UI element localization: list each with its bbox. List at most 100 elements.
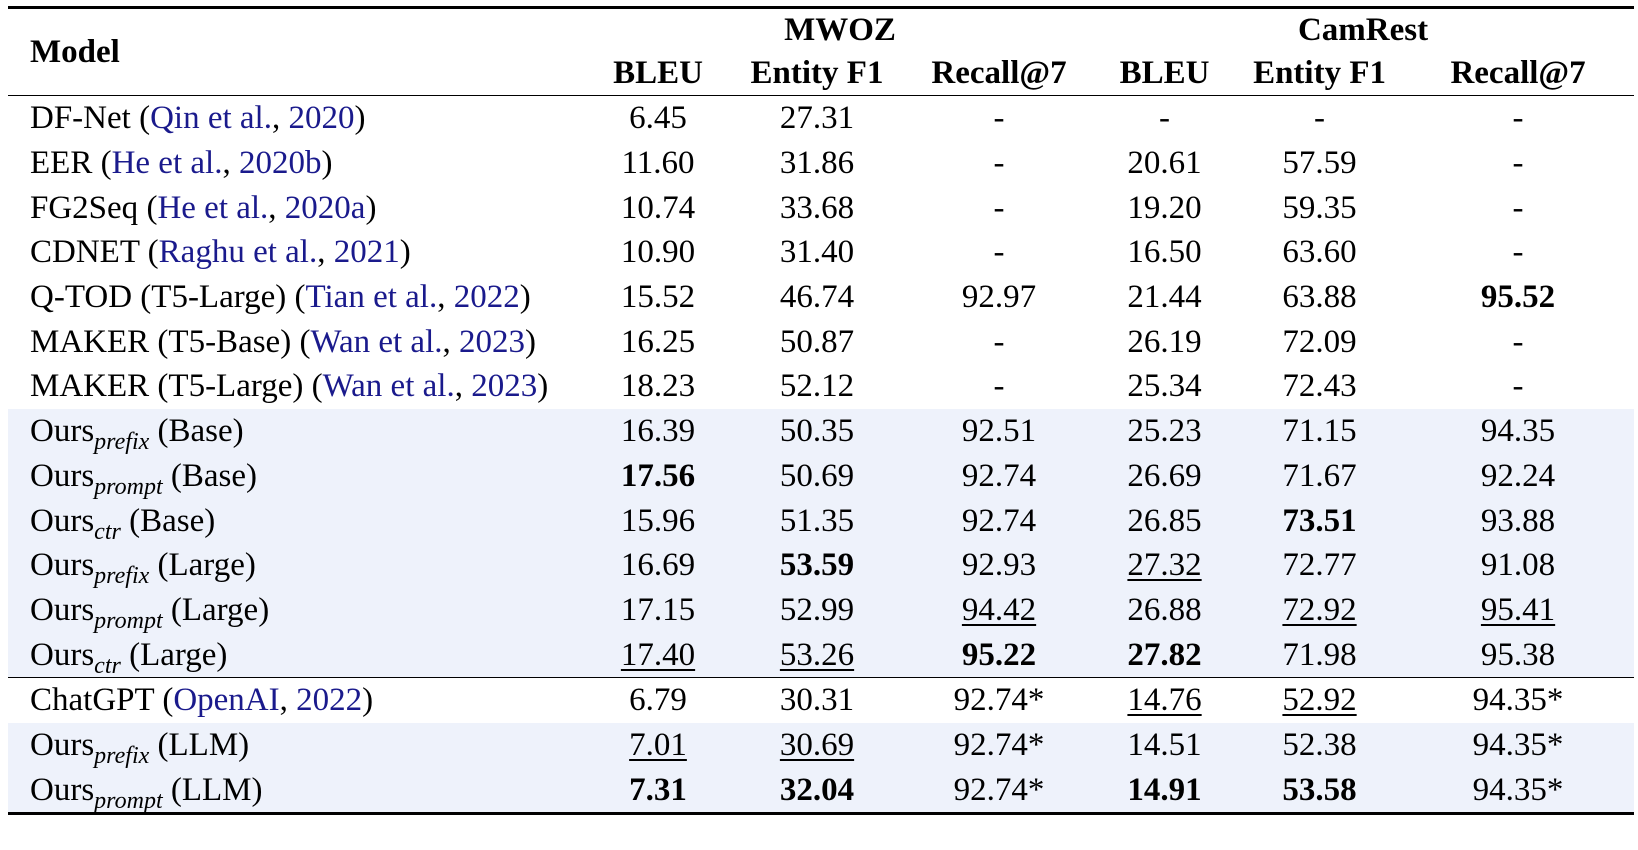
metric-value: 72.92 bbox=[1282, 591, 1357, 628]
citation-sep: , bbox=[271, 100, 289, 137]
metric-value: 52.12 bbox=[779, 368, 855, 405]
metric-cell: 16.39 bbox=[588, 408, 728, 454]
metric-cell: 16.50 bbox=[1092, 230, 1237, 275]
model-name-cell: MAKER (T5-Base) (Wan et al., 2023) bbox=[8, 319, 588, 364]
metric-value: - bbox=[1512, 189, 1524, 226]
metric-cell: - bbox=[1402, 141, 1634, 186]
metric-cell: 94.35 bbox=[1402, 408, 1635, 454]
model-variant-subscript: ctr bbox=[94, 652, 121, 679]
metric-value: - bbox=[1512, 234, 1524, 271]
model-name-cell: Oursctr (Base) bbox=[8, 498, 588, 544]
group-label-camrest: CamRest bbox=[1297, 12, 1429, 48]
metric-value: 92.74* bbox=[953, 682, 1045, 719]
metric-value: 10.90 bbox=[620, 234, 696, 271]
metric-value: 63.88 bbox=[1282, 279, 1357, 316]
metric-cell: 21.44 bbox=[1092, 275, 1237, 320]
metric-cell: - bbox=[906, 141, 1092, 186]
citation-sep: , bbox=[317, 234, 334, 271]
metric-cell: 92.51 bbox=[906, 408, 1093, 454]
metric-cell: 52.99 bbox=[728, 587, 906, 633]
model-name: MAKER (T5-Large) bbox=[30, 368, 304, 405]
model-variant-subscript: prompt bbox=[94, 473, 163, 500]
metric-cell: 57.59 bbox=[1237, 141, 1402, 186]
metric-cell: 7.01 bbox=[588, 722, 728, 768]
metric-cell: 27.32 bbox=[1092, 542, 1238, 588]
metric-value: 92.74* bbox=[953, 726, 1045, 763]
model-name-cell: CDNET (Raghu et al., 2021) bbox=[8, 230, 588, 275]
metric-value: - bbox=[1512, 323, 1524, 360]
metric-cell: 6.79 bbox=[588, 676, 728, 723]
metric-cell: 50.87 bbox=[728, 319, 906, 364]
metric-cell: 26.88 bbox=[1092, 587, 1238, 633]
model-size-label: (Base) bbox=[162, 457, 258, 494]
model-name: Ours bbox=[30, 547, 95, 584]
metric-cell: 32.04 bbox=[728, 767, 906, 816]
group-label-mwoz: MWOZ bbox=[784, 12, 896, 48]
metric-value: 92.51 bbox=[961, 413, 1037, 450]
citation-author: OpenAI bbox=[173, 682, 280, 719]
citation-author: He et al. bbox=[111, 145, 223, 182]
citation-close: ) bbox=[525, 323, 536, 360]
metric-cell: 95.41 bbox=[1402, 587, 1635, 633]
citation-year: 2020b bbox=[238, 145, 322, 182]
metric-cell: - bbox=[1402, 230, 1634, 275]
metric-cell: 53.58 bbox=[1237, 767, 1403, 816]
model-size-label: (Base) bbox=[120, 502, 216, 539]
metric-value: 19.20 bbox=[1127, 189, 1202, 226]
metric-cell: 52.92 bbox=[1237, 676, 1403, 723]
col-header-camrest-entity-f1: Entity F1 bbox=[1253, 55, 1386, 91]
metric-value: 14.51 bbox=[1127, 726, 1202, 763]
metric-cell: 18.23 bbox=[588, 364, 728, 409]
citation-sep: , bbox=[222, 145, 239, 182]
metric-cell: 71.15 bbox=[1237, 408, 1403, 454]
metric-value: 7.31 bbox=[629, 771, 687, 808]
metric-value: 50.69 bbox=[779, 457, 855, 494]
metric-value: 17.15 bbox=[620, 591, 696, 628]
model-size-label: (Base) bbox=[149, 413, 244, 450]
metric-value: 15.52 bbox=[620, 279, 696, 316]
model-name-cell: Oursctr (Large) bbox=[8, 632, 588, 679]
citation-sep: , bbox=[442, 323, 459, 360]
model-name: Ours bbox=[30, 457, 95, 494]
metric-value: 71.15 bbox=[1282, 413, 1357, 450]
metric-value: 94.42 bbox=[961, 591, 1037, 628]
metric-value: 92.93 bbox=[961, 547, 1037, 584]
metric-value: 52.99 bbox=[779, 591, 855, 628]
table-row: ChatGPT (OpenAI, 2022) 6.79 30.31 92.74* 14.… bbox=[8, 676, 1635, 723]
citation-sep: , bbox=[454, 368, 472, 405]
col-header-mwoz-recall7: Recall@7 bbox=[931, 55, 1067, 91]
results-table: Model MWOZ CamRest BLEU Entity F1 Recall… bbox=[8, 6, 1635, 816]
metric-cell: 72.92 bbox=[1237, 587, 1403, 633]
metric-value: 6.45 bbox=[629, 100, 687, 137]
metric-cell: - bbox=[1237, 94, 1403, 141]
metric-cell: 94.35* bbox=[1402, 722, 1635, 768]
metric-cell: 27.82 bbox=[1092, 632, 1238, 678]
metric-value: 94.35 bbox=[1480, 413, 1556, 450]
citation-sep: , bbox=[279, 682, 297, 719]
metric-value: 50.87 bbox=[779, 323, 855, 360]
model-variant-subscript: prefix bbox=[94, 742, 150, 769]
metric-value: 50.35 bbox=[779, 413, 855, 450]
header-row-groups: Model MWOZ CamRest bbox=[8, 6, 1635, 96]
model-name-cell: Oursprefix (LLM) bbox=[8, 722, 588, 769]
citation-close: ) bbox=[354, 100, 366, 137]
citation-author: Tian et al. bbox=[305, 279, 438, 316]
citation-close: ) bbox=[321, 145, 333, 182]
metric-cell: 94.35* bbox=[1402, 676, 1635, 723]
metric-value: 15.96 bbox=[620, 502, 696, 539]
metric-value: - bbox=[1512, 368, 1524, 405]
table-row: Oursctr (Large) 17.40 53.26 95.22 27.82 71.98… bbox=[8, 632, 1635, 679]
citation-year: 2020a bbox=[284, 189, 366, 226]
metric-value: 95.38 bbox=[1480, 636, 1556, 673]
model-name: Ours bbox=[30, 413, 95, 450]
metric-value: 92.24 bbox=[1480, 457, 1556, 494]
metric-cell: 16.25 bbox=[588, 319, 728, 364]
citation-sep: , bbox=[268, 189, 285, 226]
metric-value: 94.35* bbox=[1472, 682, 1564, 719]
metric-value: - bbox=[1512, 100, 1524, 137]
metric-value: 30.69 bbox=[779, 726, 855, 763]
model-name-cell: Oursprefix (Base) bbox=[8, 408, 588, 454]
metric-cell: 63.88 bbox=[1237, 275, 1402, 320]
table-row: Oursprefix (Base) 16.39 50.35 92.51 25.23 71.… bbox=[8, 408, 1635, 454]
metric-value: - bbox=[993, 145, 1005, 182]
